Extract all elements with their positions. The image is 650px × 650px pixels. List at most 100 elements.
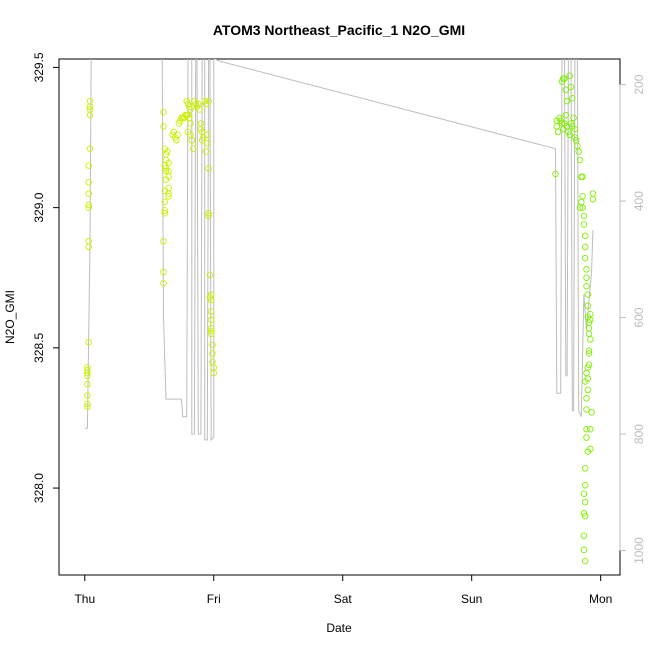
data-point xyxy=(581,378,589,385)
data-point xyxy=(569,95,576,102)
data-point xyxy=(562,86,570,94)
y2-tick-label: 400 xyxy=(632,191,646,211)
data-point xyxy=(187,120,194,127)
data-point xyxy=(165,193,172,200)
pressure-series-line xyxy=(84,59,594,442)
data-point xyxy=(85,162,92,169)
data-point xyxy=(581,254,589,262)
data-point xyxy=(85,179,92,186)
data-point xyxy=(197,120,205,127)
data-point xyxy=(579,193,586,200)
x-tick-label: Sun xyxy=(461,592,482,606)
data-point xyxy=(580,490,588,497)
data-point xyxy=(174,131,181,138)
data-point xyxy=(583,282,590,290)
data-point xyxy=(566,131,573,138)
data-point xyxy=(588,409,595,416)
data-point xyxy=(581,243,589,251)
data-point xyxy=(85,204,92,211)
x-axis-label: Date xyxy=(326,621,352,635)
data-point xyxy=(580,532,588,539)
data-point xyxy=(205,212,212,220)
data-point xyxy=(583,395,590,402)
data-point xyxy=(575,148,582,155)
data-point xyxy=(207,327,215,335)
data-point xyxy=(583,369,590,377)
data-point xyxy=(85,190,92,197)
data-point xyxy=(205,97,212,105)
data-point xyxy=(585,330,593,338)
data-point xyxy=(587,336,594,343)
data-point xyxy=(571,125,579,133)
y2-tick-label: 600 xyxy=(632,307,646,327)
x-tick-label: Mon xyxy=(589,592,612,606)
data-point xyxy=(552,170,559,178)
data-point xyxy=(165,190,172,197)
data-point xyxy=(585,350,593,357)
data-point xyxy=(580,212,588,220)
data-point xyxy=(161,207,169,214)
y2-tick-label: 800 xyxy=(632,424,646,444)
data-point xyxy=(580,546,588,554)
data-point xyxy=(570,114,577,122)
data-point xyxy=(85,338,92,346)
data-point xyxy=(583,274,590,281)
data-point xyxy=(161,209,169,217)
data-point xyxy=(202,148,210,155)
data-point xyxy=(187,106,194,113)
data-point xyxy=(584,364,592,371)
y-axis-label: N2O_GMI xyxy=(3,290,17,344)
data-point xyxy=(587,425,594,433)
data-point xyxy=(207,296,215,304)
data-point xyxy=(578,198,585,206)
data-point xyxy=(204,139,211,147)
data-point xyxy=(160,268,167,276)
data-point xyxy=(84,400,91,408)
data-point xyxy=(581,557,589,565)
data-point xyxy=(196,106,203,113)
data-point xyxy=(86,111,94,119)
data-point xyxy=(84,381,91,388)
data-point xyxy=(204,131,211,138)
data-point xyxy=(162,167,170,175)
data-point xyxy=(566,72,573,80)
data-point xyxy=(567,83,575,91)
data-point xyxy=(583,425,590,433)
data-point xyxy=(561,75,568,82)
chart-title: ATOM3 Northeast_Pacific_1 N2O_GMI xyxy=(213,22,465,38)
data-point xyxy=(84,392,91,399)
pressure-line-layer xyxy=(84,59,594,442)
data-point xyxy=(84,364,91,371)
data-point xyxy=(160,109,167,116)
data-point xyxy=(161,198,169,206)
data-point xyxy=(563,97,571,105)
data-point xyxy=(160,238,167,245)
data-point xyxy=(165,184,172,192)
y2-tick-label: 200 xyxy=(632,74,646,94)
x-tick-label: Fri xyxy=(207,592,221,606)
data-point xyxy=(562,111,570,119)
y2-tick-label: 1000 xyxy=(632,537,646,564)
data-point xyxy=(576,156,584,164)
data-point xyxy=(84,372,91,380)
data-point xyxy=(85,243,92,251)
data-point xyxy=(85,238,92,245)
y-tick-label: 329.0 xyxy=(32,192,46,222)
data-point xyxy=(86,145,94,152)
data-point xyxy=(165,159,172,167)
data-point xyxy=(205,209,212,217)
data-point xyxy=(86,103,94,110)
data-point xyxy=(581,465,589,472)
data-point xyxy=(188,137,196,144)
data-point xyxy=(553,123,561,130)
data-point xyxy=(189,145,197,152)
data-point xyxy=(587,445,594,453)
data-point xyxy=(160,280,167,287)
data-point xyxy=(581,482,589,489)
data-point xyxy=(165,167,172,175)
data-point xyxy=(583,434,590,441)
data-point xyxy=(585,347,593,354)
data-point xyxy=(206,271,214,279)
data-point xyxy=(587,310,594,318)
